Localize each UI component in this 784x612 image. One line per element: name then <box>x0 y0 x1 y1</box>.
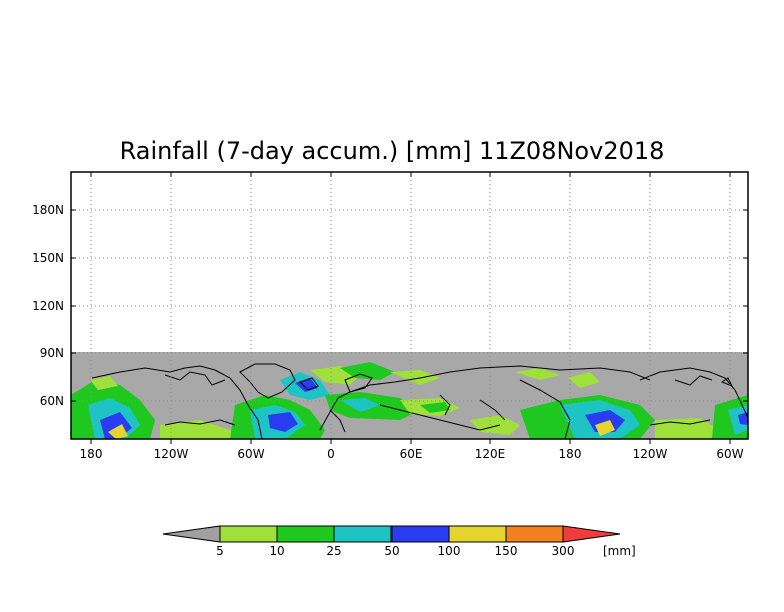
colorbar: 5 10 25 50 100 150 300 [mm] <box>162 525 636 558</box>
colorbar-level-label: 100 <box>438 544 461 558</box>
x-tick-label: 60W <box>716 447 743 461</box>
colorbar-level-label: 5 <box>216 544 224 558</box>
x-tick-label: 60W <box>237 447 264 461</box>
x-tick-label: 120E <box>475 447 506 461</box>
colorbar-level-label: 25 <box>326 544 341 558</box>
colorbar-box <box>391 525 450 543</box>
gridlines <box>71 172 748 439</box>
colorbar-level-label: 300 <box>552 544 575 558</box>
colorbar-box <box>276 525 335 543</box>
colorbar-level-label: 150 <box>495 544 518 558</box>
y-axis: 180N 150N 120N 90N 60N <box>32 203 748 408</box>
y-tick-label: 60N <box>40 394 64 408</box>
y-tick-label: 90N <box>40 346 64 360</box>
colorbar-left-arrow <box>162 525 221 543</box>
x-axis: 180 120W 60W 0 60E 120E 180 120W 60W <box>80 172 744 461</box>
colorbar-level-label: 10 <box>269 544 284 558</box>
y-tick-label: 150N <box>32 251 64 265</box>
colorbar-box <box>448 525 507 543</box>
x-tick-label: 180 <box>559 447 582 461</box>
colorbar-box <box>333 525 392 543</box>
colorbar-box <box>219 525 278 543</box>
rainfall-field <box>71 362 748 439</box>
y-tick-label: 180N <box>32 203 64 217</box>
x-tick-label: 120W <box>633 447 668 461</box>
chart-title: Rainfall (7-day accum.) [mm] 11Z08Nov201… <box>119 137 665 165</box>
colorbar-unit-label: [mm] <box>603 544 636 558</box>
coastlines <box>91 363 749 440</box>
x-tick-label: 0 <box>327 447 335 461</box>
colorbar-level-label: 50 <box>384 544 399 558</box>
x-tick-label: 180 <box>80 447 103 461</box>
x-tick-label: 60E <box>400 447 423 461</box>
colorbar-box <box>505 525 564 543</box>
x-tick-label: 120W <box>154 447 189 461</box>
colorbar-right-arrow <box>562 525 621 543</box>
y-tick-label: 120N <box>32 299 64 313</box>
